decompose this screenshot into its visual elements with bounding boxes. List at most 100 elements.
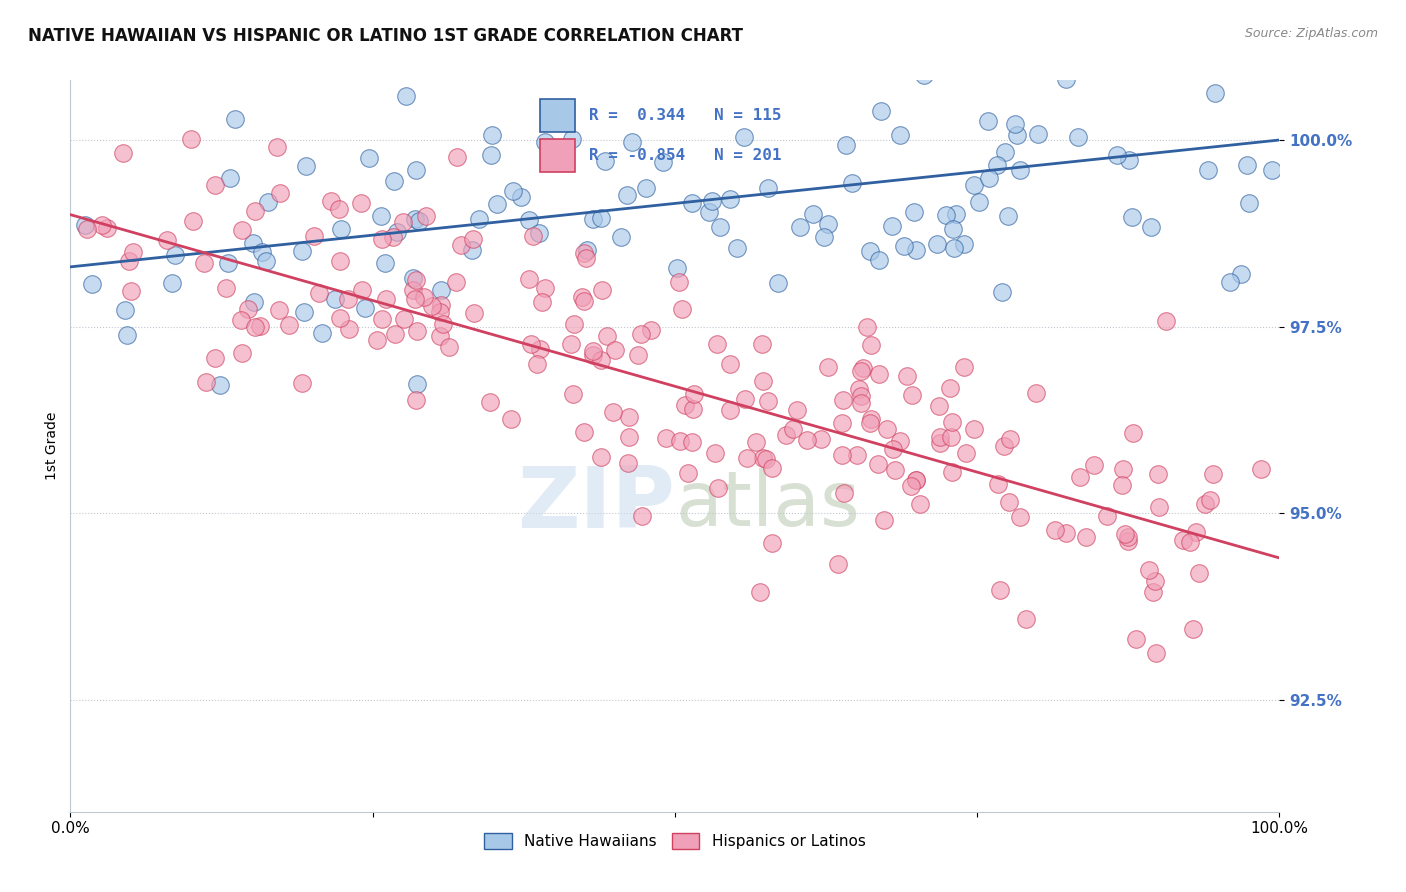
Point [1054, 72, 1077, 87]
Point [987, 477, 1010, 491]
Point [394, 311, 416, 326]
Text: NATIVE HAWAIIAN VS HISPANIC OR LATINO 1ST GRADE CORRELATION CHART: NATIVE HAWAIIAN VS HISPANIC OR LATINO 1S… [28, 27, 744, 45]
Point [851, 389, 873, 403]
Point [1137, 563, 1160, 577]
Point [901, 388, 924, 402]
Point [520, 337, 543, 351]
Point [430, 283, 453, 297]
Point [562, 318, 585, 332]
Point [673, 398, 696, 412]
Point [681, 195, 703, 210]
Text: ZIP: ZIP [517, 463, 675, 546]
Point [782, 422, 804, 436]
Point [752, 450, 775, 465]
Point [813, 230, 835, 244]
Point [534, 135, 557, 149]
Point [156, 233, 179, 247]
Point [294, 159, 316, 173]
Point [1143, 574, 1166, 588]
Point [872, 513, 894, 527]
Point [952, 360, 974, 375]
Point [1144, 646, 1167, 660]
Point [718, 357, 741, 371]
Point [831, 416, 853, 430]
Point [181, 213, 204, 227]
Point [1118, 153, 1140, 167]
Point [1202, 467, 1225, 482]
Point [997, 209, 1019, 223]
Point [941, 416, 963, 430]
Point [620, 135, 643, 149]
Point [1261, 162, 1284, 177]
Point [737, 451, 759, 466]
Point [700, 194, 723, 208]
Point [404, 292, 426, 306]
Point [761, 460, 783, 475]
Point [1025, 385, 1047, 400]
Point [786, 402, 808, 417]
Point [997, 495, 1019, 509]
Point [835, 137, 858, 152]
Point [893, 239, 915, 253]
Point [682, 401, 704, 416]
Point [796, 434, 818, 448]
Point [900, 479, 922, 493]
Point [76, 222, 98, 236]
Point [560, 336, 582, 351]
Point [405, 163, 427, 178]
Point [870, 104, 893, 119]
Point [304, 229, 326, 244]
Point [323, 292, 346, 306]
Point [575, 243, 598, 257]
Point [291, 244, 314, 259]
Point [945, 207, 967, 221]
Point [1121, 210, 1143, 224]
Point [1066, 130, 1088, 145]
Point [266, 140, 288, 154]
Point [381, 230, 404, 244]
Point [430, 298, 453, 312]
Point [669, 434, 692, 448]
Point [967, 194, 990, 209]
Point [243, 295, 266, 310]
Point [718, 403, 741, 417]
Point [1187, 566, 1209, 581]
Point [706, 481, 728, 495]
Point [502, 184, 524, 198]
Point [955, 446, 977, 460]
Point [859, 416, 882, 430]
Point [415, 209, 437, 223]
Point [889, 128, 911, 142]
Point [352, 284, 374, 298]
Point [941, 430, 963, 444]
Point [1015, 612, 1038, 626]
Point [811, 25, 834, 39]
Point [374, 292, 396, 306]
Point [117, 253, 139, 268]
Point [1147, 467, 1170, 481]
Point [122, 244, 145, 259]
Point [402, 271, 425, 285]
Point [882, 442, 904, 456]
Point [630, 327, 652, 342]
Point [589, 211, 612, 225]
Point [256, 194, 278, 209]
Point [709, 219, 731, 234]
Point [1164, 0, 1187, 14]
Point [725, 241, 748, 255]
Point [803, 206, 825, 220]
Point [366, 333, 388, 347]
Point [461, 243, 484, 257]
Point [510, 189, 533, 203]
Point [640, 323, 662, 337]
Point [986, 158, 1008, 172]
Point [291, 376, 314, 390]
Point [479, 148, 502, 162]
Point [733, 130, 755, 145]
Point [651, 154, 673, 169]
Point [1185, 524, 1208, 539]
Point [195, 376, 218, 390]
Point [1204, 86, 1226, 100]
Point [927, 237, 949, 252]
Point [80, 277, 103, 292]
